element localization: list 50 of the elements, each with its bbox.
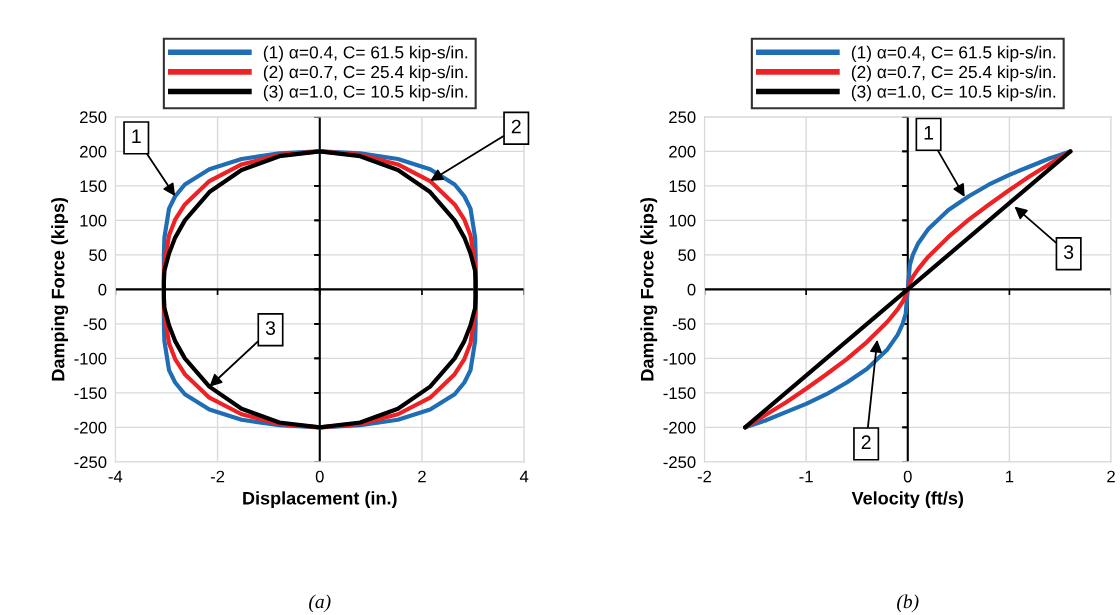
y-tick-label: 0	[687, 283, 696, 296]
x-tick-label: 4	[519, 470, 529, 483]
y-tick-label: 150	[669, 180, 696, 193]
x-tick-label: -1	[799, 470, 813, 483]
x-tick-label: 0	[315, 470, 324, 483]
y-tick-label: -150	[663, 387, 696, 400]
annotation: 1	[132, 129, 141, 143]
legend-label: (1) α=0.4, C= 61.5 kip-s/in.	[263, 45, 468, 62]
y-tick-label: -50	[83, 318, 107, 331]
y-tick-label: -200	[74, 421, 107, 434]
y-tick-label: 250	[669, 111, 696, 124]
text: (b)	[897, 594, 919, 613]
legend-label: (1) α=0.4, C= 61.5 kip-s/in.	[851, 45, 1056, 62]
x-tick-label: 2	[418, 470, 426, 483]
annotation: 2	[511, 119, 521, 134]
y-tick-label: 50	[678, 249, 696, 262]
x-axis-title: Velocity (ft/s)	[851, 491, 964, 509]
y-tick-label: 150	[80, 180, 107, 193]
y-tick-label: 50	[89, 249, 107, 262]
x-tick-label: 0	[903, 470, 912, 483]
y-axis-title: Damping Force (kips)	[51, 197, 69, 381]
annotation: 3	[1063, 245, 1074, 259]
x-tick-label: 1	[1006, 470, 1014, 483]
x-tick-label: -2	[697, 470, 712, 483]
legend-label: (3) α=1.0, C= 10.5 kip-s/in.	[851, 85, 1056, 102]
legend-label: (2) α=0.7, C= 25.4 kip-s/in.	[851, 65, 1056, 82]
annotation: 2	[861, 435, 871, 449]
annotation: 3	[265, 321, 276, 335]
y-tick-label: 0	[98, 283, 107, 296]
y-tick-label: 200	[669, 145, 696, 158]
text: (a)	[309, 594, 331, 613]
x-tick-label: -4	[108, 470, 123, 483]
x-tick-label: 2	[1107, 470, 1115, 483]
y-tick-label: 200	[80, 145, 107, 158]
y-tick-label: -250	[74, 456, 107, 469]
y-tick-label: -250	[663, 456, 696, 469]
y-tick-label: -100	[663, 352, 696, 365]
y-tick-label: -200	[663, 421, 696, 434]
legend-label: (2) α=0.7, C= 25.4 kip-s/in.	[263, 65, 468, 82]
x-axis-title: Displacement (in.)	[243, 491, 397, 509]
y-tick-label: -150	[74, 387, 107, 400]
y-tick-label: -50	[672, 318, 696, 331]
y-tick-label: 100	[669, 214, 696, 227]
x-tick-label: -2	[210, 470, 225, 483]
y-tick-label: 250	[80, 111, 107, 124]
y-axis-title: Damping Force (kips)	[640, 197, 658, 381]
y-tick-label: -100	[74, 352, 107, 365]
legend-label: (3) α=1.0, C= 10.5 kip-s/in.	[263, 85, 468, 102]
y-tick-label: 100	[80, 214, 107, 227]
annotation: 1	[924, 126, 934, 140]
